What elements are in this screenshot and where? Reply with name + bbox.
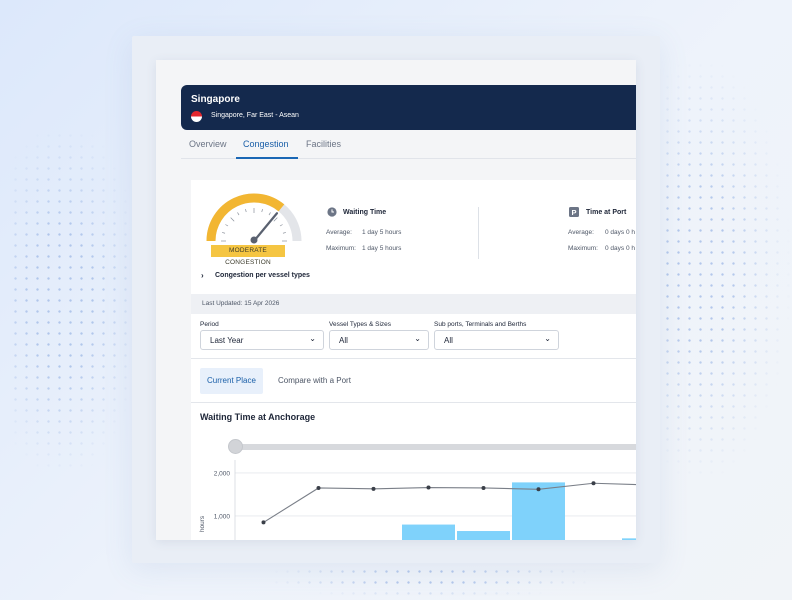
gauge-needle (252, 212, 279, 243)
tab-congestion[interactable]: Congestion (243, 139, 289, 149)
tab-compare-with-port[interactable]: Compare with a Port (278, 376, 351, 385)
section-divider (191, 402, 636, 403)
congestion-panel: MODERATE CONGESTION Waiting Time Average… (191, 180, 636, 540)
gauge-tick (237, 212, 240, 216)
gauge-tick (268, 212, 271, 216)
port-maximum-value: 0 days 0 h (605, 245, 635, 252)
tab-overview[interactable]: Overview (189, 139, 227, 149)
range-slider-track[interactable] (231, 444, 636, 450)
sub-ports-label: Sub ports, Terminals and Berths (434, 321, 527, 328)
metrics-divider (478, 207, 479, 259)
period-select[interactable]: Last Year ⌄ (200, 330, 324, 350)
waiting-average-label: Average: (326, 229, 352, 236)
waiting-time-title: Waiting Time (343, 209, 387, 216)
clock-icon (327, 207, 337, 217)
chart-point (426, 485, 431, 490)
singapore-flag-icon (191, 111, 202, 122)
gauge-tick (222, 232, 226, 234)
vessel-types-value: All (339, 336, 348, 345)
background-dot-pattern (640, 60, 790, 480)
chart-point (591, 481, 596, 486)
chart-point (371, 486, 376, 491)
background-dot-pattern (10, 130, 140, 470)
gauge-tick (230, 217, 235, 222)
gauge-tick (261, 209, 263, 213)
chart-title: Waiting Time at Anchorage (200, 412, 316, 422)
port-title: Singapore (191, 94, 240, 105)
y-axis-label: hours (199, 515, 206, 532)
gauge-tick (225, 224, 229, 227)
congestion-level-badge: MODERATE CONGESTION (211, 245, 285, 266)
vessel-types-select[interactable]: All ⌄ (329, 330, 429, 350)
chart-point (481, 485, 486, 490)
port-header: Singapore Singapore, Far East - Asean (181, 85, 636, 130)
chart-bar (457, 531, 510, 540)
gauge-tick (279, 224, 283, 227)
section-divider (191, 358, 636, 359)
port-subtitle: Singapore, Far East - Asean (211, 112, 299, 119)
sub-ports-value: All (444, 336, 453, 345)
waiting-maximum-label: Maximum: (326, 245, 356, 252)
chevron-down-icon: ⌄ (544, 334, 551, 343)
port-maximum-label: Maximum: (568, 245, 598, 252)
y-tick-label: 2,000 (214, 470, 231, 477)
gauge-ticks (221, 208, 287, 242)
port-card: Singapore Singapore, Far East - Asean Ov… (156, 60, 636, 540)
y-tick-label: 1,000 (214, 513, 231, 520)
tab-current-place[interactable]: Current Place (200, 368, 263, 394)
period-label: Period (200, 321, 219, 328)
svg-text:P: P (571, 208, 576, 217)
time-at-port-title: Time at Port (586, 209, 627, 216)
sub-ports-select[interactable]: All ⌄ (434, 330, 559, 350)
period-value: Last Year (210, 336, 244, 345)
gauge-graphic (206, 193, 302, 244)
tab-facilities[interactable]: Facilities (306, 139, 342, 149)
chart-line (263, 482, 636, 523)
range-slider-handle[interactable] (228, 439, 243, 454)
last-updated-bar: Last Updated: 15 Apr 2026 (191, 294, 636, 314)
chart-point (316, 485, 321, 490)
parking-icon: P (569, 207, 579, 217)
active-tab-indicator (236, 157, 298, 159)
gauge-tick (245, 209, 247, 213)
expander-label: Congestion per vessel types (215, 272, 310, 279)
congestion-gauge: MODERATE CONGESTION (201, 183, 307, 266)
port-average-label: Average: (568, 229, 594, 236)
port-average-value: 0 days 0 h (605, 229, 635, 236)
chart-bar (622, 538, 636, 540)
waiting-maximum-value: 1 day 5 hours (362, 245, 402, 252)
gauge-tick (282, 232, 286, 234)
gauge-pivot (250, 236, 258, 244)
chart-point (536, 487, 541, 492)
chart-point (261, 520, 266, 525)
chart-bar (512, 482, 565, 540)
tab-bar: Overview Congestion Facilities (181, 134, 636, 159)
waiting-average-value: 1 day 5 hours (362, 229, 402, 236)
vessel-types-label: Vessel Types & Sizes (329, 321, 392, 328)
last-updated-text: Last Updated: 15 Apr 2026 (202, 300, 280, 307)
chevron-down-icon: ⌄ (309, 334, 316, 343)
chevron-down-icon: ⌄ (414, 334, 421, 343)
gauge-fill-arc (206, 193, 285, 242)
gauge-tick (273, 217, 278, 222)
chart-bar (402, 524, 455, 540)
chevron-right-icon: › (201, 271, 204, 280)
